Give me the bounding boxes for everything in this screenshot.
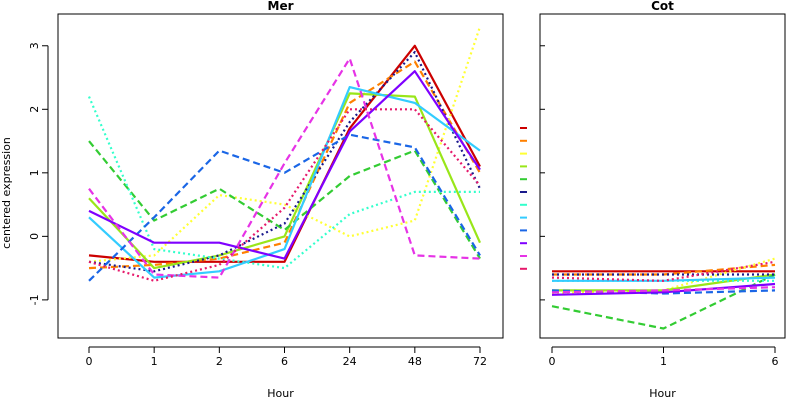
series-line	[88, 57, 481, 279]
series-line	[551, 286, 776, 294]
series-line	[87, 96, 480, 270]
y-tick-label: 1	[28, 169, 41, 176]
series-line	[88, 60, 481, 270]
panel-cot: Cot 0 1 6 Hour	[539, 0, 786, 400]
series-line	[551, 273, 776, 330]
series-line	[88, 133, 481, 282]
series-line	[88, 26, 482, 263]
panel-title: Cot	[651, 0, 674, 13]
x-tick-label: 24	[343, 355, 357, 368]
y-tick-label: 3	[28, 42, 41, 49]
x-tick-label: 6	[772, 355, 779, 368]
panel-mer: Mer 0 1 2 6 24 48 72 Hour -1 0 1 2 3	[28, 0, 527, 400]
series-line	[88, 108, 481, 282]
x-tick-label: 72	[473, 355, 487, 368]
series-line	[88, 70, 481, 260]
y-axis-label: centered expression	[0, 137, 13, 249]
plot-frame	[539, 13, 786, 339]
x-axis-label: Hour	[649, 387, 676, 400]
y-tick-label: 0	[28, 233, 41, 240]
series-line	[88, 50, 481, 273]
x-tick-label: 0	[86, 355, 93, 368]
x-tick-label: 1	[151, 355, 158, 368]
x-tick-label: 0	[549, 355, 556, 368]
series-line	[88, 44, 481, 263]
series-line	[88, 92, 482, 270]
series-line	[551, 260, 776, 282]
series-line	[88, 85, 481, 279]
plot-frame	[57, 13, 504, 339]
x-tick-label: 6	[281, 355, 288, 368]
y-tick-label: 2	[28, 106, 41, 113]
x-tick-label: 2	[216, 355, 223, 368]
series-line	[552, 263, 776, 276]
x-axis-label: Hour	[267, 387, 294, 400]
x-tick-label: 48	[408, 355, 422, 368]
series-line	[551, 282, 776, 296]
panel-title: Mer	[268, 0, 294, 13]
x-tick-label: 1	[660, 355, 667, 368]
y-tick-label: -1	[28, 294, 41, 305]
series-line	[88, 140, 481, 260]
